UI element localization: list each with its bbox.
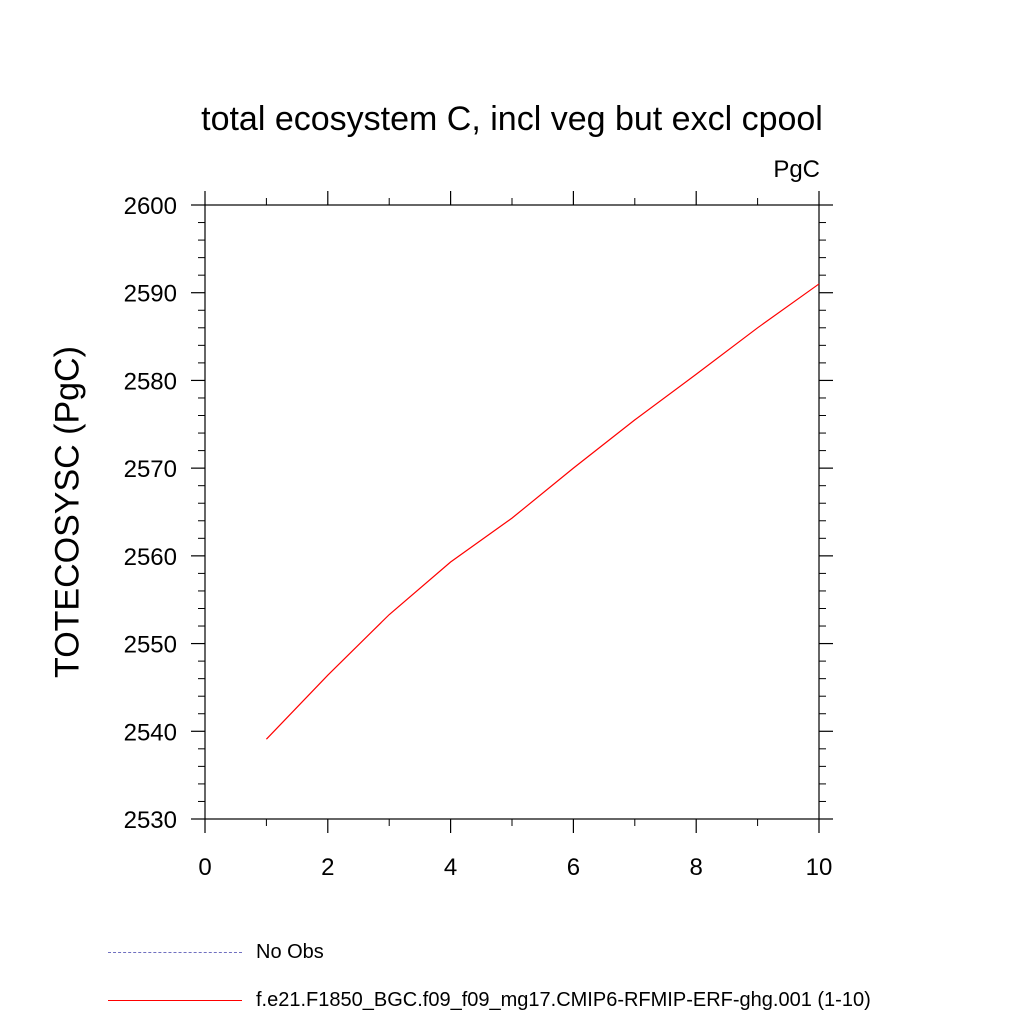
y-tick-label: 2540 [124,719,177,746]
chart-title: total ecosystem C, incl veg but excl cpo… [201,100,823,138]
legend-item-no-obs: No Obs [108,937,324,967]
y-tick-label: 2590 [124,281,177,308]
x-tick-label: 4 [444,854,457,881]
y-tick-label: 2600 [124,193,177,220]
x-tick-label: 2 [321,854,334,881]
legend-label: No Obs [256,940,324,963]
y-tick-label: 2570 [124,456,177,483]
x-tick-label: 0 [198,854,211,881]
x-tick-label: 8 [690,854,703,881]
legend-swatch-dashed [108,951,242,953]
y-tick-label: 2550 [124,632,177,659]
series-line [265,283,820,740]
legend-item-series: f.e21.F1850_BGC.f09_f09_mg17.CMIP6-RFMIP… [108,985,871,1015]
y-tick-label: 2580 [124,368,177,395]
plot-frame [204,204,820,820]
y-tick-label: 2560 [124,544,177,571]
units-label: PgC [773,156,820,183]
x-tick-label: 6 [567,854,580,881]
y-tick-label: 2530 [124,807,177,834]
x-tick-label: 10 [806,854,833,881]
legend-label: f.e21.F1850_BGC.f09_f09_mg17.CMIP6-RFMIP… [256,988,871,1011]
legend-swatch-solid [108,999,242,1001]
